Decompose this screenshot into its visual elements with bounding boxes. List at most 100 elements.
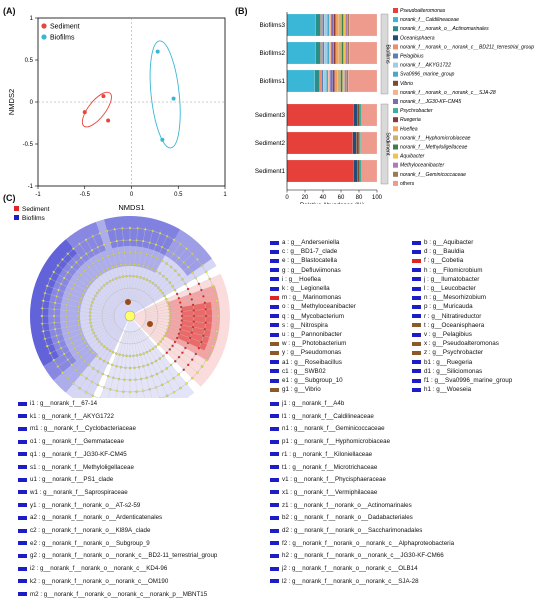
bar-segment	[330, 41, 334, 65]
node	[167, 325, 170, 328]
category-label: Sediment3	[255, 112, 286, 119]
legend-label: norank_f__norank_o__norank_c__SJA-28	[400, 90, 496, 96]
legend-swatch	[270, 452, 279, 457]
bar-segment	[360, 131, 378, 155]
legend-text: y1 : g__norank_f__norank_o__AT-s2-59	[30, 501, 141, 509]
node	[162, 274, 165, 278]
node	[53, 301, 57, 305]
node	[111, 351, 115, 354]
panel-b-label: (B)	[235, 6, 248, 16]
node	[102, 359, 106, 363]
node	[56, 365, 60, 368]
node	[91, 328, 94, 331]
legend-swatch	[412, 240, 421, 245]
node	[208, 351, 211, 355]
node	[205, 270, 208, 274]
highlight-node	[125, 299, 131, 305]
node	[145, 252, 148, 256]
legend-item: v : g__Pelagibius	[412, 330, 472, 339]
legend-item: k : g__Legionella	[270, 284, 330, 293]
legend-item: g : g__Defluviimonas	[270, 266, 341, 275]
node	[125, 354, 128, 358]
node	[135, 354, 139, 357]
node	[59, 282, 63, 286]
x-tick-label: 0.5	[174, 192, 183, 198]
node	[187, 265, 190, 269]
x-tick-label: 1	[223, 192, 227, 198]
node	[148, 241, 151, 244]
node	[136, 227, 139, 230]
node	[177, 355, 181, 359]
node	[154, 359, 158, 363]
node	[177, 273, 181, 277]
node	[43, 337, 47, 340]
legend-swatch	[393, 153, 398, 159]
node	[95, 274, 98, 278]
node	[66, 377, 69, 380]
node	[128, 274, 132, 278]
legend-swatch	[270, 304, 279, 309]
node	[88, 281, 92, 284]
node	[115, 264, 118, 267]
legend-swatch	[18, 465, 27, 469]
node	[128, 250, 132, 254]
node	[179, 386, 182, 390]
node	[185, 247, 188, 250]
node	[88, 348, 92, 351]
node	[216, 322, 219, 325]
legend-text: d2 : g__norank_f__norank_o__Saccharimona…	[282, 527, 423, 534]
bar-segment	[349, 13, 378, 37]
bar-segment	[338, 41, 342, 65]
node	[145, 351, 149, 354]
legend-text: q : g__Mycobacterium	[282, 312, 344, 320]
node	[204, 308, 207, 311]
legend-text: m2 : g__norank_f__norank_o__norank_c__no…	[30, 590, 208, 598]
legend-text: s1 : g__norank_f__Methyloligellaceae	[30, 463, 134, 471]
node	[111, 363, 114, 367]
node	[191, 271, 194, 274]
x-tick-label: 80	[356, 195, 363, 201]
bar-segment	[286, 69, 315, 93]
node	[96, 337, 99, 341]
legend-item: b2 : g__norank_f__norank_o__Dadabacteria…	[270, 514, 413, 521]
node	[200, 340, 203, 344]
node	[87, 265, 91, 269]
bar-segment	[343, 41, 346, 65]
node	[108, 349, 112, 352]
node	[158, 357, 162, 360]
legend-text: j1 : g__norank_f__A4b	[282, 400, 345, 407]
legend-text: j : g__Ilumatobacter	[424, 275, 480, 283]
legend-text: h2 : g__norank_f__norank_o__norank_c__JG…	[282, 552, 444, 560]
node	[137, 366, 141, 369]
legend-text: p1 : g__norank_f__Hyphomicrobiaceae	[282, 438, 391, 446]
legend-label: Methyloceanibacter	[400, 163, 444, 169]
node	[85, 252, 88, 255]
legend-swatch	[412, 323, 421, 328]
node	[41, 322, 44, 325]
bar-segment	[322, 41, 325, 65]
bar-segment	[286, 41, 316, 65]
bar-segment	[348, 69, 378, 93]
legend-item: f : g__Cobetia	[412, 256, 463, 265]
node	[185, 382, 188, 385]
node	[142, 277, 145, 280]
legend-swatch	[393, 108, 398, 114]
legend-text: a1 : g__Roseibacillus	[282, 358, 342, 366]
node	[166, 380, 170, 384]
node	[204, 321, 207, 324]
node	[132, 354, 135, 358]
node	[119, 366, 123, 369]
legend-item: c2 : g__norank_f__norank_o__Kl89A_clade	[18, 527, 150, 534]
node	[155, 256, 159, 260]
legend-text: c2 : g__norank_f__norank_o__Kl89A_clade	[30, 527, 151, 534]
node	[94, 294, 97, 298]
legend-text: e2 : g__norank_f__norank_o__Subgroup_9	[30, 539, 150, 547]
legend-swatch	[270, 387, 279, 392]
node	[155, 372, 159, 376]
node	[83, 340, 87, 344]
node	[98, 232, 102, 235]
node	[78, 328, 81, 331]
confidence-ellipse-2	[149, 40, 181, 149]
bar-segment	[322, 13, 325, 37]
node	[75, 261, 78, 264]
